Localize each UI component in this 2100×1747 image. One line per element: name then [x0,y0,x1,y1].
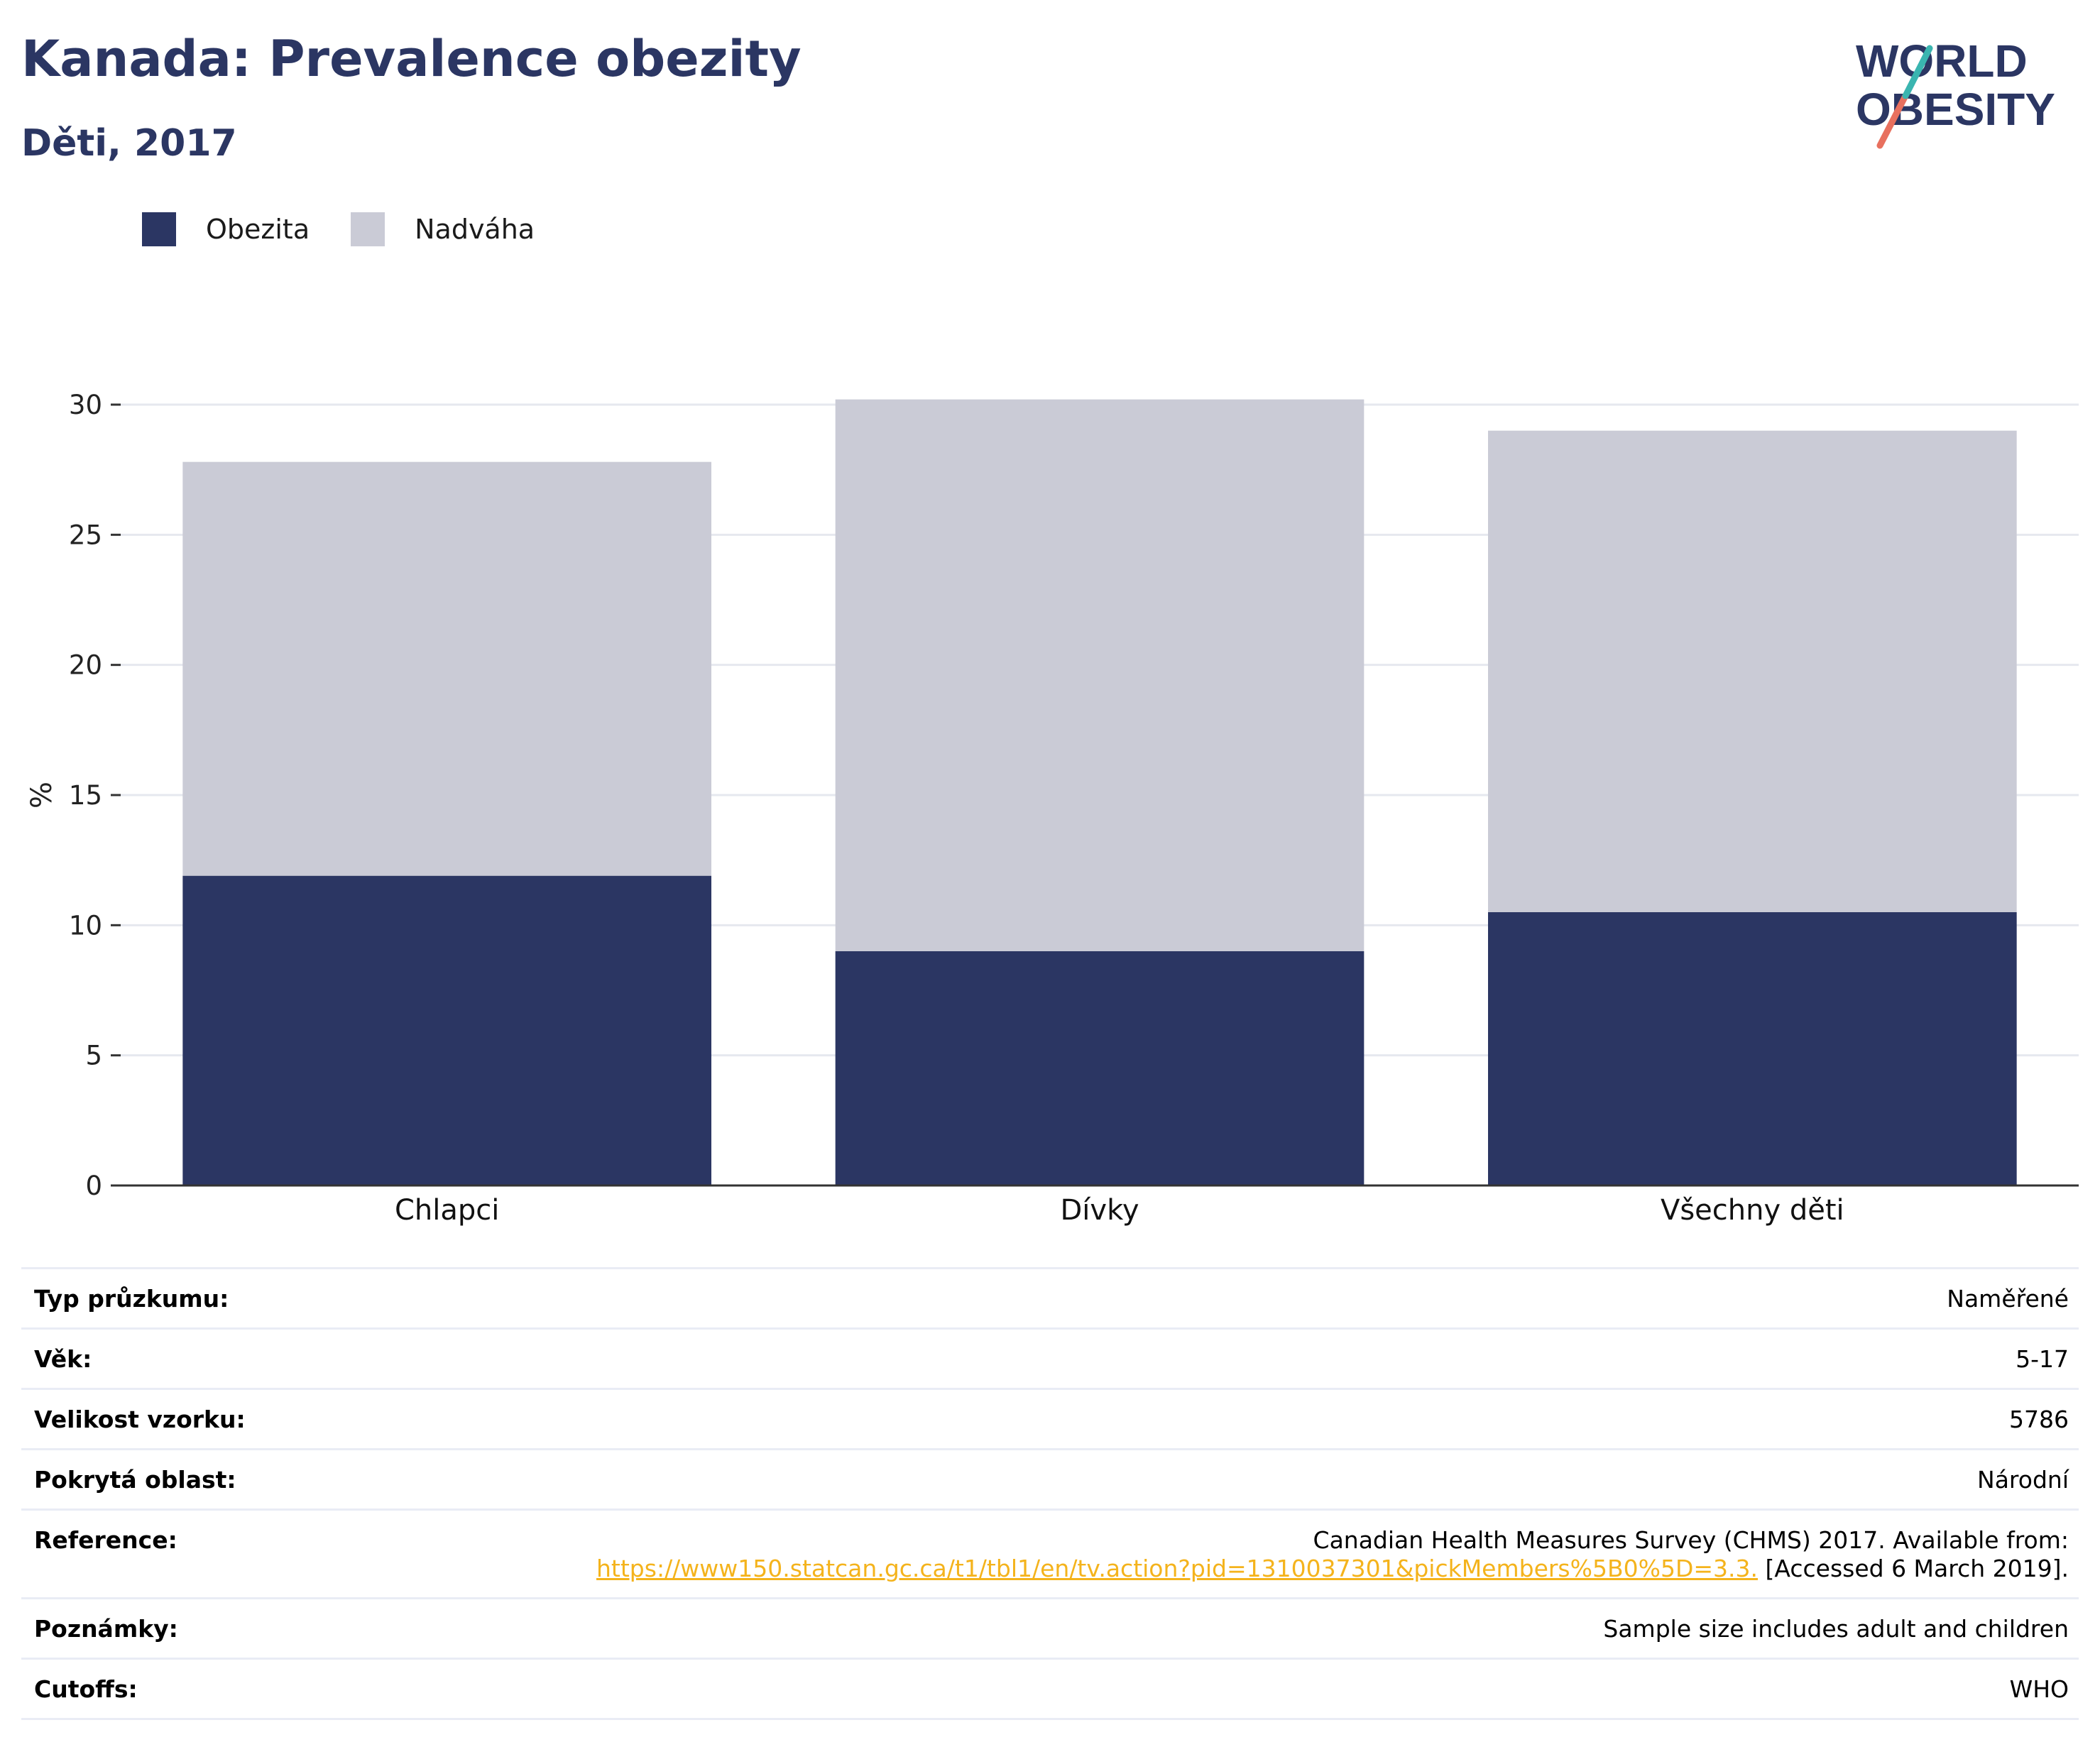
info-row-survey-type: Typ průzkumu: Naměřené [21,1267,2079,1327]
y-tick-label: 20 [69,650,102,681]
reference-accessed: [Accessed 6 March 2019]. [1758,1555,2069,1582]
logo-line2: OBESITY [1856,84,2055,135]
logo-slash-red [1876,92,1909,149]
bar-obezita [182,875,711,1185]
x-tick-label: Všechny děti [1661,1194,1844,1227]
bar-obezita [1488,912,2017,1185]
bar-nadvaha [1488,430,2017,912]
info-label: Pokrytá oblast: [34,1466,236,1494]
x-tick-label: Chlapci [395,1194,499,1227]
info-label: Věk: [34,1345,92,1373]
legend-label: Nadváha [415,214,535,245]
info-value: Národní [1977,1466,2069,1494]
y-tick-label: 15 [69,780,102,811]
reference-text: Canadian Health Measures Survey (CHMS) 2… [1313,1526,2069,1554]
info-value: 5786 [2009,1406,2069,1433]
info-value: Canadian Health Measures Survey (CHMS) 2… [596,1526,2069,1583]
info-value: Sample size includes adult and children [1603,1615,2069,1643]
info-label: Poznámky: [34,1615,178,1643]
y-axis-label: % [26,782,58,809]
info-value: WHO [2009,1675,2069,1703]
info-value: Naměřené [1947,1285,2069,1313]
info-label: Typ průzkumu: [34,1285,229,1313]
x-tick-label: Dívky [1061,1194,1139,1227]
world-obesity-logo: WORLD OBESITY [1856,35,2055,149]
logo-slash-teal [1902,45,1933,99]
survey-info-table: Typ průzkumu: Naměřené Věk: 5-17 Velikos… [21,1267,2079,1720]
reference-link[interactable]: https://www150.statcan.gc.ca/t1/tbl1/en/… [596,1555,1758,1582]
bar-obezita [835,951,1365,1185]
chart-subtitle: Děti, 2017 [21,122,237,165]
info-row-age: Věk: 5-17 [21,1327,2079,1388]
bar-nadvaha [182,461,711,876]
y-tick-label: 5 [85,1041,102,1071]
legend-item-nadvaha[interactable]: Nadváha [351,212,535,246]
chart-title: Kanada: Prevalence obezity [21,30,802,88]
y-tick-label: 30 [69,390,102,420]
legend-label: Obezita [206,214,310,245]
legend-swatch-nadvaha [351,212,385,246]
legend-swatch-obezita [142,212,176,246]
info-row-notes: Poznámky: Sample size includes adult and… [21,1597,2079,1658]
info-label: Reference: [34,1526,177,1554]
logo-line1: WORLD [1856,35,2028,87]
stacked-bar-chart: 0 5 10 15 20 25 30% Chlapci Dívky Všechny děti [26,390,2079,1227]
chart-legend: Obezita Nadváha [142,212,576,247]
y-tick-label: 0 [85,1171,102,1201]
info-row-sample-size: Velikost vzorku: 5786 [21,1388,2079,1448]
info-row-coverage: Pokrytá oblast: Národní [21,1448,2079,1508]
info-row-reference: Reference: Canadian Health Measures Surv… [21,1508,2079,1597]
y-tick-label: 25 [69,520,102,550]
y-tick-label: 10 [69,910,102,941]
info-row-cutoffs: Cutoffs: WHO [21,1658,2079,1720]
legend-item-obezita[interactable]: Obezita [142,212,310,246]
info-label: Cutoffs: [34,1675,138,1703]
info-label: Velikost vzorku: [34,1406,246,1433]
bar-nadvaha [835,399,1365,951]
info-value: 5-17 [2016,1345,2069,1373]
